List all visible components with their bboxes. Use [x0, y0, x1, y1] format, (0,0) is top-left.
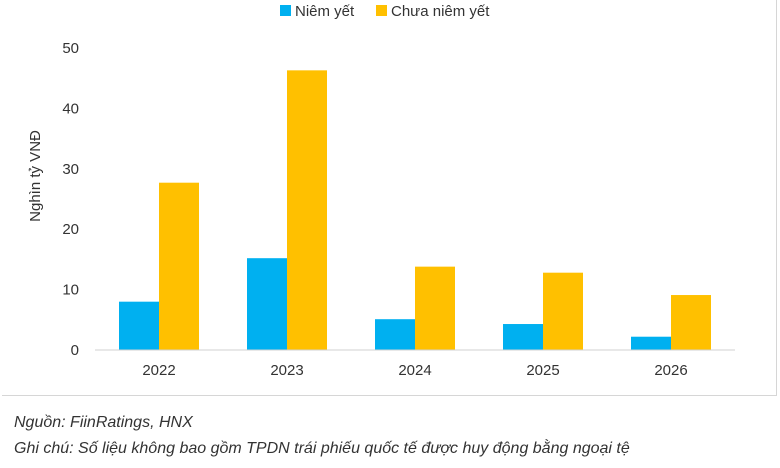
legend-label: Niêm yết — [295, 3, 355, 20]
y-tick-label: 0 — [71, 342, 79, 359]
bar-unlisted-2022 — [159, 182, 199, 350]
legend-label: Chưa niêm yết — [391, 3, 490, 20]
chart-legend: Niêm yết Chưa niêm yết — [280, 3, 490, 20]
x-tick-label: 2023 — [270, 362, 303, 379]
chart-frame — [2, 0, 777, 396]
bar-group — [119, 70, 711, 351]
bar-unlisted-2024 — [415, 266, 455, 350]
bar-listed-2025 — [503, 324, 543, 350]
bar-listed-2023 — [247, 258, 287, 350]
bar-listed-2024 — [375, 319, 415, 350]
bar-unlisted-2026 — [671, 295, 711, 350]
legend-swatch — [280, 5, 291, 16]
x-axis-ticks: 2022 2023 2024 2025 2026 — [142, 362, 687, 379]
source-note: Nguồn: FiinRatings, HNX — [14, 414, 193, 431]
x-tick-label: 2025 — [526, 362, 559, 379]
y-tick-label: 50 — [62, 40, 79, 57]
y-tick-label: 30 — [62, 161, 79, 178]
y-tick-label: 20 — [62, 221, 79, 238]
x-tick-label: 2022 — [142, 362, 175, 379]
remark-note: Ghi chú: Số liệu không bao gồm TPDN trái… — [14, 440, 630, 457]
legend-swatch — [376, 5, 387, 16]
bar-unlisted-2023 — [287, 70, 327, 351]
y-tick-label: 10 — [62, 282, 79, 299]
x-tick-label: 2026 — [654, 362, 687, 379]
y-axis-ticks: 0 10 20 30 40 50 — [62, 40, 79, 359]
bar-listed-2022 — [119, 301, 159, 350]
bar-unlisted-2025 — [543, 272, 583, 350]
x-tick-label: 2024 — [398, 362, 431, 379]
bar-listed-2026 — [631, 336, 671, 350]
bar-chart: Niêm yết Chưa niêm yết Nghìn tỷ VNĐ 0 10 20… — [27, 3, 735, 379]
y-tick-label: 40 — [62, 100, 79, 117]
y-axis-label: Nghìn tỷ VNĐ — [27, 130, 44, 222]
